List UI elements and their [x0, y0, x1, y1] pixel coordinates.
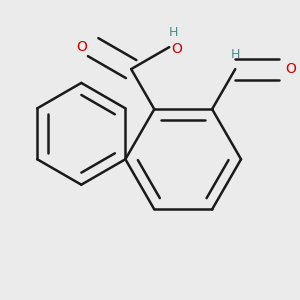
Text: O: O [76, 40, 87, 54]
Text: H: H [169, 26, 178, 39]
Text: H: H [231, 48, 240, 61]
Text: O: O [172, 42, 182, 56]
Text: O: O [285, 62, 296, 76]
